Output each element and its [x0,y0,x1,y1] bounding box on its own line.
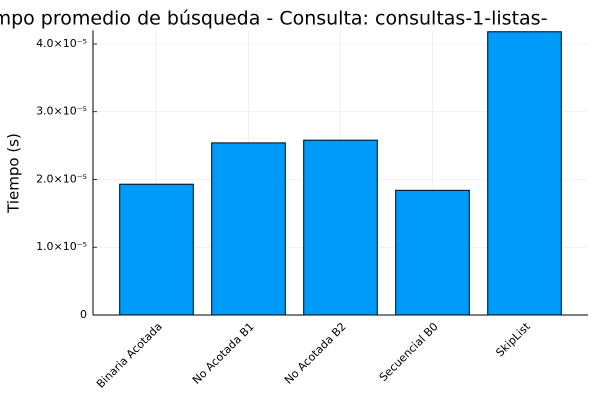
bar [211,142,286,316]
y-tick-label: 3.0×10⁻⁵ [36,105,87,118]
x-tick-label: SkipList [493,320,533,360]
chart-title: mpo promedio de búsqueda - Consulta: con… [0,8,547,30]
x-tick-label: No Acotada B2 [282,320,349,387]
bar [487,31,562,316]
y-tick-label: 4.0×10⁻⁵ [36,37,87,50]
bar [119,183,194,316]
y-tick-label: 0 [80,308,87,321]
x-tick-label: Secuencial B0 [377,320,441,384]
x-tick-label: No Acotada B1 [190,320,257,387]
bar [303,139,378,316]
y-tick-label: 2.0×10⁻⁵ [36,172,87,185]
y-axis-label: Tiempo (s) [5,133,23,214]
bar [395,189,470,316]
x-tick-label: Binaria Acotada [94,320,165,391]
y-tick-label: 1.0×10⁻⁵ [36,240,87,253]
